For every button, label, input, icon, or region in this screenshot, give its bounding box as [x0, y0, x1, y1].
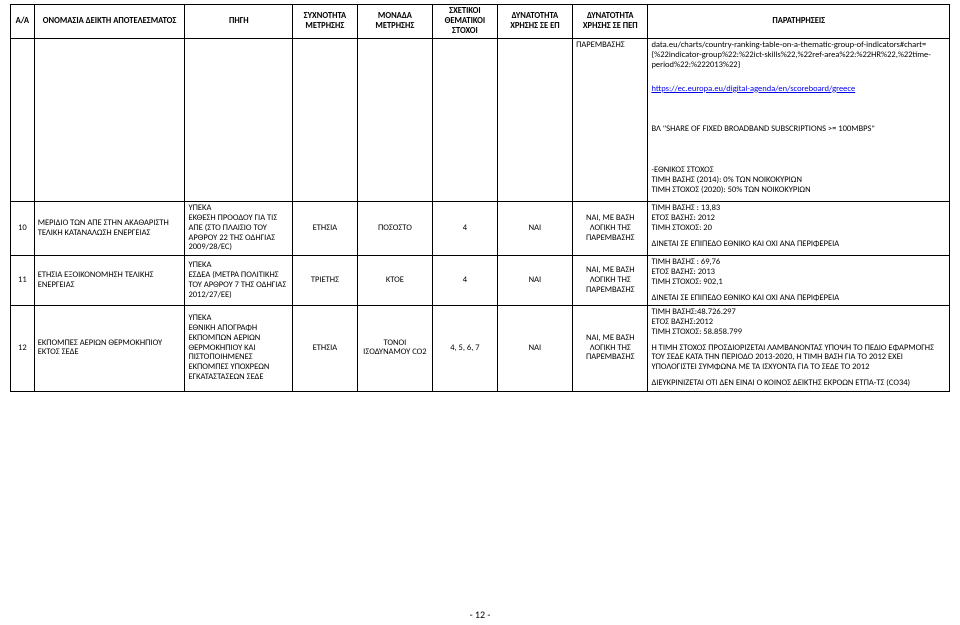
obs-text: data.eu/charts/country-ranking-table-on-…	[651, 41, 946, 70]
table-row: 10 ΜΕΡΙΔΙΟ ΤΩΝ ΑΠΕ ΣΤΗΝ ΑΚΑΘΑΡΙΣΤΗ ΤΕΛΙΚ…	[11, 202, 950, 256]
cell-aa: 12	[11, 306, 35, 391]
cell-name: ΕΚΠΟΜΠΕΣ ΑΕΡΙΩΝ ΘΕΡΜΟΚΗΠΙΟΥ ΕΚΤΟΣ ΣΕΔΕ	[34, 306, 185, 391]
cell-rel: 4	[433, 202, 498, 256]
h-rel: ΣΧΕΤΙΚΟΙ ΘΕΜΑΤΙΚΟΙ ΣΤΟΧΟΙ	[433, 5, 498, 39]
h-aa: Α/Α	[11, 5, 35, 39]
obs-link[interactable]: https://ec.europa.eu/digital-agenda/en/s…	[651, 84, 855, 94]
h-freq: ΣΥΧΝΟΤΗΤΑ ΜΕΤΡΗΣΗΣ	[293, 5, 358, 39]
cell-source: ΥΠΕΚΑΈΚΘΕΣΗ ΠΡΟΟΔΟΥ ΓΙΑ ΤΙΣ ΑΠΕ (ΣΤΟ ΠΛΑ…	[185, 202, 293, 256]
cell-source: ΥΠΕΚΑΕΘΝΙΚΗ ΑΠΟΓΡΑΦΗ ΕΚΠΟΜΠΩΝ ΑΕΡΙΩΝ ΘΕΡ…	[185, 306, 293, 391]
h-obs: ΠΑΡΑΤΗΡΗΣΕΙΣ	[648, 5, 950, 39]
cell-unit: ΤΟΝΟΙ ΙΣΟΔΥΝΑΜΟΥ CO2	[357, 306, 432, 391]
cell-freq: ΕΤΗΣΙΑ	[293, 202, 358, 256]
cell	[293, 39, 358, 202]
cell	[433, 39, 498, 202]
cell-source: ΥΠΕΚΑΕΣΔΕΑ (ΜΕΤΡΑ ΠΟΛΙΤΙΚΗΣ ΤΟΥ ΑΡΘΡΟΥ 7…	[185, 256, 293, 306]
cell-ep: ΝΑΙ	[497, 306, 572, 391]
h-source: ΠΗΓΗ	[185, 5, 293, 39]
cell-unit: ΠΟΣΟΣΤΟ	[357, 202, 432, 256]
cell-pep: ΝΑΙ, ΜΕ ΒΑΣΗ ΛΟΓΙΚΗ ΤΗΣ ΠΑΡΕΜΒΑΣΗΣ	[573, 256, 648, 306]
page: Α/Α ΟΝΟΜΑΣΙΑ ΔΕΙΚΤΗ ΑΠΟΤΕΛΕΣΜΑΤΟΣ ΠΗΓΗ Σ…	[0, 0, 960, 625]
ethnikos-l3: ΤΙΜΗ ΣΤΟΧΟΣ (2020): 50% ΤΩΝ ΝΟΙΚΟΚΥΡΙΩΝ	[651, 186, 946, 196]
cell-ep: ΝΑΙ	[497, 202, 572, 256]
cell-pep: ΝΑΙ, ΜΕ ΒΑΣΗ ΛΟΓΙΚΗ ΤΗΣ ΠΑΡΕΜΒΑΣΗΣ	[573, 202, 648, 256]
ethnikos-block: -ΕΘΝΙΚΟΣ ΣΤΟΧΟΣ ΤΙΜΗ ΒΑΣΗΣ (2014): 0% ΤΩ…	[651, 166, 946, 195]
cell-freq: ΕΤΗΣΙΑ	[293, 306, 358, 391]
cell-aa: 11	[11, 256, 35, 306]
cell-obs: ΤΙΜΗ ΒΑΣΗΣ : 69,76ΕΤΟΣ ΒΑΣΗΣ: 2013ΤΙΜΗ Σ…	[648, 256, 950, 306]
cell	[11, 39, 35, 202]
table-row: ΠΑΡΕΜΒΑΣΗΣ data.eu/charts/country-rankin…	[11, 39, 950, 202]
cell-pep: ΝΑΙ, ΜΕ ΒΑΣΗ ΛΟΓΙΚΗ ΤΗΣ ΠΑΡΕΜΒΑΣΗΣ	[573, 306, 648, 391]
cell-name: ΕΤΗΣΙΑ ΕΞΟΙΚΟΝΟΜΗΣΗ ΤΕΛΙΚΗΣ ΕΝΕΡΓΕΙΑΣ	[34, 256, 185, 306]
cell-obs-cont: data.eu/charts/country-ranking-table-on-…	[648, 39, 950, 202]
page-number: - 12 -	[0, 608, 960, 621]
obs-bl: ΒΛ "SHARE OF FIXED BROADBAND SUBSCRIPTIO…	[651, 125, 946, 135]
cell-aa: 10	[11, 202, 35, 256]
cell-ep: ΝΑΙ	[497, 256, 572, 306]
cell	[357, 39, 432, 202]
cell-unit: ΚΤΟΕ	[357, 256, 432, 306]
cell-rel: 4	[433, 256, 498, 306]
h-pep: ΔΥΝΑΤΟΤΗΤΑ ΧΡΗΣΗΣ ΣΕ ΠΕΠ	[573, 5, 648, 39]
cell-name: ΜΕΡΙΔΙΟ ΤΩΝ ΑΠΕ ΣΤΗΝ ΑΚΑΘΑΡΙΣΤΗ ΤΕΛΙΚΗ Κ…	[34, 202, 185, 256]
cell	[34, 39, 185, 202]
cell	[185, 39, 293, 202]
h-ep: ΔΥΝΑΤΟΤΗΤΑ ΧΡΗΣΗΣ ΣΕ ΕΠ	[497, 5, 572, 39]
cell	[497, 39, 572, 202]
h-name: ΟΝΟΜΑΣΙΑ ΔΕΙΚΤΗ ΑΠΟΤΕΛΕΣΜΑΤΟΣ	[34, 5, 185, 39]
h-unit: ΜΟΝΑΔΑ ΜΕΤΡΗΣΗΣ	[357, 5, 432, 39]
indicator-table: Α/Α ΟΝΟΜΑΣΙΑ ΔΕΙΚΤΗ ΑΠΟΤΕΛΕΣΜΑΤΟΣ ΠΗΓΗ Σ…	[10, 4, 950, 392]
cell-freq: ΤΡΙΕΤΗΣ	[293, 256, 358, 306]
cell-rel: 4, 5, 6, 7	[433, 306, 498, 391]
table-row: 11 ΕΤΗΣΙΑ ΕΞΟΙΚΟΝΟΜΗΣΗ ΤΕΛΙΚΗΣ ΕΝΕΡΓΕΙΑΣ…	[11, 256, 950, 306]
cell-pep-cont: ΠΑΡΕΜΒΑΣΗΣ	[573, 39, 648, 202]
cell-obs: ΤΙΜΗ ΒΑΣΗΣ:48.726.297ΕΤΟΣ ΒΑΣΗΣ:2012ΤΙΜΗ…	[648, 306, 950, 391]
table-row: 12 ΕΚΠΟΜΠΕΣ ΑΕΡΙΩΝ ΘΕΡΜΟΚΗΠΙΟΥ ΕΚΤΟΣ ΣΕΔ…	[11, 306, 950, 391]
header-row: Α/Α ΟΝΟΜΑΣΙΑ ΔΕΙΚΤΗ ΑΠΟΤΕΛΕΣΜΑΤΟΣ ΠΗΓΗ Σ…	[11, 5, 950, 39]
cell-obs: ΤΙΜΗ ΒΑΣΗΣ : 13,83ΕΤΟΣ ΒΑΣΗΣ: 2012ΤΙΜΗ Σ…	[648, 202, 950, 256]
